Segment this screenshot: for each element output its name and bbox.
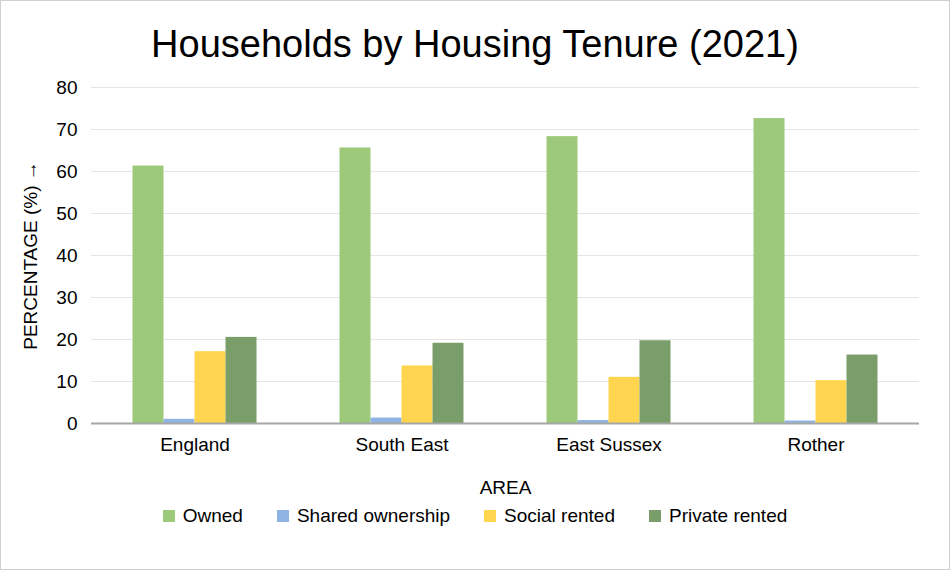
- svg-text:10: 10: [56, 371, 77, 392]
- svg-text:20: 20: [56, 329, 77, 350]
- html-text:Private rented: Private rented: [669, 505, 788, 526]
- svg-text:AREA: AREA: [480, 477, 532, 498]
- svg-text:South East: South East: [356, 434, 450, 455]
- svg-text:70: 70: [56, 119, 77, 140]
- html-text:Households by Housing Tenure (: Households by Housing Tenure (2021): [151, 23, 799, 65]
- svg-text:England: England: [160, 434, 230, 455]
- svg-text:PERCENTAGE (%) →: PERCENTAGE (%) →: [20, 161, 41, 350]
- svg-text:40: 40: [56, 245, 77, 266]
- svg-text:30: 30: [56, 287, 77, 308]
- svg-text:60: 60: [56, 161, 77, 182]
- svg-text:50: 50: [56, 203, 77, 224]
- html-text:Owned: Owned: [182, 505, 243, 526]
- svg-text:East Sussex: East Sussex: [556, 434, 662, 455]
- html-text:Social rented: Social rented: [504, 505, 615, 526]
- svg-text:0: 0: [67, 413, 78, 434]
- html-text:Shared ownership: Shared ownership: [296, 505, 451, 526]
- svg-text:80: 80: [56, 77, 77, 98]
- svg-text:Rother: Rother: [787, 434, 845, 455]
